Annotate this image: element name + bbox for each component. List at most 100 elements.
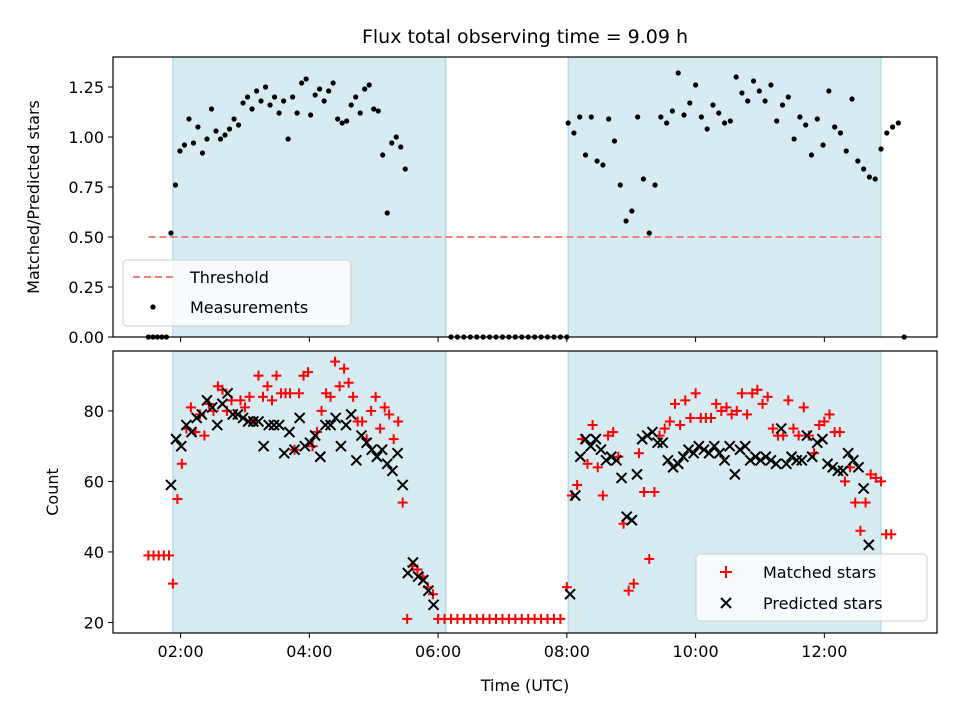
ratio-shaded-region-2	[567, 56, 882, 338]
predicted-stars-point-stroke	[165, 479, 177, 491]
predicted-stars-point	[206, 401, 218, 414]
matched-stars-point	[172, 494, 183, 505]
predicted-stars-point	[590, 433, 602, 445]
measurements-point	[779, 102, 786, 108]
measurements-point	[739, 90, 745, 96]
matched-stars-point	[176, 458, 187, 469]
measurements-point	[321, 98, 327, 104]
predicted-stars-point	[402, 567, 414, 579]
measurements-point	[326, 88, 332, 94]
predicted-stars-point	[283, 426, 296, 438]
measurements-point	[629, 208, 635, 214]
matched-stars-point	[834, 427, 845, 438]
predicted-stars-point-stroke	[631, 468, 643, 481]
measurements-point	[640, 176, 647, 182]
predicted-stars-point-stroke	[221, 387, 234, 400]
measurements-point	[582, 152, 589, 158]
predicted-stars-point-stroke	[314, 451, 326, 463]
predicted-stars-point	[196, 408, 208, 421]
predicted-stars-point	[412, 570, 424, 583]
predicted-stars-point-stroke	[237, 412, 249, 424]
matched-stars-point	[253, 370, 264, 381]
measurements-point	[267, 102, 273, 108]
predicted-stars-point	[237, 412, 249, 424]
predicted-stars-point-stroke	[749, 451, 762, 463]
matched-stars-point	[388, 434, 399, 445]
measurements-point	[375, 108, 381, 114]
predicted-stars-point	[718, 454, 731, 466]
predicted-stars-point	[324, 419, 337, 431]
predicted-stars-point	[340, 419, 352, 431]
predicted-stars-point	[847, 454, 860, 466]
predicted-stars-point	[335, 440, 347, 452]
matched-stars-point	[639, 487, 650, 497]
predicted-stars-point-stroke	[605, 451, 617, 463]
matched-stars-point	[680, 395, 691, 406]
predicted-stars-point	[273, 419, 285, 431]
predicted-stars-point	[564, 588, 576, 600]
measurements-point	[814, 116, 820, 122]
predicted-stars-point	[376, 443, 388, 456]
matched-stars-point	[271, 370, 282, 381]
predicted-stars-point	[615, 472, 628, 484]
predicted-stars-point-stroke	[170, 433, 182, 445]
predicted-stars-point	[569, 489, 581, 502]
predicted-stars-point-stroke	[564, 588, 576, 600]
measurements-point	[710, 102, 716, 108]
chart-title: Flux total observing time = 9.09 h	[362, 26, 688, 48]
predicted-stars-point	[667, 461, 679, 474]
predicted-stars-point	[636, 433, 648, 445]
measurements-point	[849, 96, 855, 102]
predicted-stars-point-stroke	[422, 584, 435, 597]
predicted-stars-point-stroke	[412, 570, 424, 583]
measurements-point	[791, 136, 797, 142]
measurements-point	[384, 210, 390, 216]
matched-stars-point	[767, 423, 778, 434]
predicted-stars-point-stroke	[376, 443, 388, 456]
matched-stars-point	[824, 409, 835, 420]
predicted-stars-point	[574, 451, 587, 463]
predicted-stars-point	[646, 426, 659, 438]
predicted-stars-point-stroke	[790, 454, 803, 466]
matched-stars-point	[664, 416, 675, 427]
measurements-point	[756, 88, 762, 94]
ratio-y-tick-label: 0.50	[68, 228, 104, 247]
matched-stars-point	[397, 497, 408, 508]
predicted-stars-point	[330, 412, 342, 424]
matched-stars-point	[839, 476, 850, 487]
matched-stars-point	[685, 412, 696, 423]
predicted-stars-point-stroke	[754, 454, 767, 466]
measurements-point	[217, 136, 224, 142]
matched-stars-point	[217, 384, 228, 395]
predicted-stars-point-stroke	[621, 510, 633, 523]
matched-stars-point	[330, 356, 341, 367]
predicted-stars-point-stroke	[672, 458, 684, 470]
measurements-point	[866, 174, 873, 180]
predicted-stars-point-stroke	[677, 451, 690, 463]
measurements-point	[199, 150, 206, 156]
measurements-point	[646, 230, 652, 236]
predicted-stars-point-stroke	[268, 419, 280, 431]
measurements-point	[727, 118, 733, 124]
predicted-stars-point-stroke	[827, 461, 839, 474]
matched-stars-point	[592, 462, 603, 473]
predicted-stars-point-stroke	[216, 398, 229, 410]
predicted-stars-point-stroke	[355, 429, 368, 442]
measurements-point	[312, 92, 318, 98]
measurements-point	[617, 182, 623, 188]
predicted-stars-point	[211, 419, 223, 431]
predicted-stars-point-stroke	[667, 461, 679, 474]
measurements-point	[276, 110, 282, 116]
measurements-point	[353, 94, 359, 100]
matched-stars-point	[649, 487, 660, 497]
predicted-stars-point	[657, 436, 669, 449]
matched-stars-point	[613, 451, 624, 462]
predicted-stars-point	[355, 429, 368, 442]
predicted-stars-point	[190, 412, 203, 424]
count-x-tick-label: 02:00	[158, 642, 204, 661]
predicted-stars-point-stroke	[335, 440, 347, 452]
matched-stars-point	[603, 430, 614, 441]
measurements-point	[565, 120, 571, 126]
measurements-point	[768, 82, 774, 88]
predicted-stars-point	[247, 415, 260, 428]
